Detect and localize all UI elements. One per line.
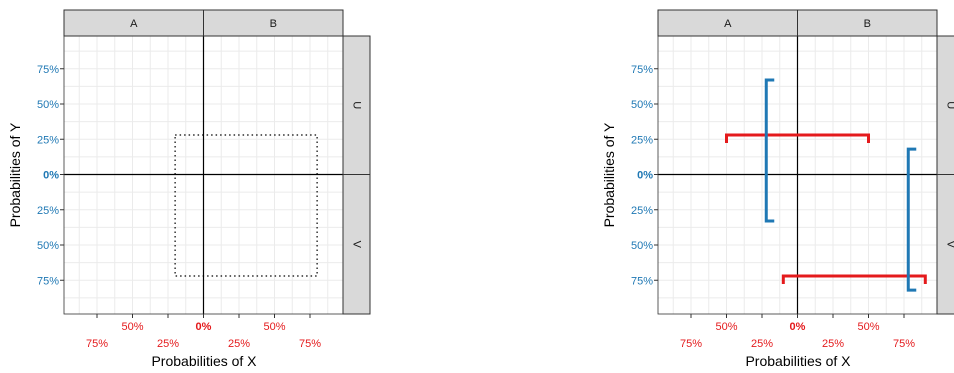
strip-column-b xyxy=(203,9,344,37)
strip-label-a: A xyxy=(130,18,138,30)
strip-label-v: V xyxy=(351,241,363,249)
x-tick-label: 25% xyxy=(822,338,844,350)
y-tick-label: 25% xyxy=(37,134,59,146)
y-tick-label: 75% xyxy=(631,275,653,287)
x-tick-label: 25% xyxy=(751,338,773,350)
y-tick-label: 0% xyxy=(43,170,59,182)
x-interval-bracket xyxy=(781,274,927,285)
strip-label-v: V xyxy=(945,241,954,249)
y-tick-label: 75% xyxy=(37,275,59,287)
strip-label-b: B xyxy=(270,18,277,30)
y-tick-label: 0% xyxy=(637,170,653,182)
y-tick-label: 25% xyxy=(631,205,653,217)
y-tick-label: 75% xyxy=(37,64,59,76)
y-tick-label: 50% xyxy=(37,99,59,111)
dotted-box xyxy=(174,134,318,277)
strip-label-a: A xyxy=(724,18,732,30)
y-tick-label: 50% xyxy=(631,240,653,252)
y-axis-title: Probabilities of Y xyxy=(601,122,617,227)
x-tick-label: 50% xyxy=(857,321,879,333)
x-tick-label: 25% xyxy=(157,338,179,350)
x-tick-label: 0% xyxy=(196,321,212,333)
y-tick-label: 25% xyxy=(631,134,653,146)
strip-label-u: U xyxy=(351,101,363,109)
strip-label-b: B xyxy=(864,18,871,30)
strip-label-u: U xyxy=(945,101,954,109)
x-tick-label: 75% xyxy=(893,338,915,350)
x-tick-label: 50% xyxy=(263,321,285,333)
y-tick-label: 50% xyxy=(631,99,653,111)
x-tick-label: 75% xyxy=(299,338,321,350)
y-axis-title: Probabilities of Y xyxy=(7,122,23,227)
x-interval-bracket xyxy=(725,133,870,144)
y-interval-bracket xyxy=(906,147,917,292)
chart-panel-left: A B U V 75% 50% 25% 0% 25% 50% 75% 75% 50% 25% 0% 25% 50… xyxy=(7,9,371,369)
x-axis-title: Probabilities of X xyxy=(151,353,257,369)
y-interval-bracket xyxy=(764,78,775,223)
x-tick-label: 75% xyxy=(86,338,108,350)
y-tick-label: 25% xyxy=(37,205,59,217)
x-axis-title: Probabilities of X xyxy=(745,353,851,369)
x-tick-label: 50% xyxy=(715,321,737,333)
x-tick-label: 50% xyxy=(121,321,143,333)
y-tick-label: 75% xyxy=(631,64,653,76)
strip-column-b xyxy=(797,9,938,37)
x-tick-label: 75% xyxy=(680,338,702,350)
chart-panel-right: A B U V 75% 50% 25% 0% 25% 50% 75% 75% 50% 25% 0% 25% 50… xyxy=(601,9,954,369)
x-tick-label: 0% xyxy=(790,321,806,333)
y-tick-label: 50% xyxy=(37,240,59,252)
strip-row-v xyxy=(342,174,371,315)
x-tick-label: 25% xyxy=(228,338,250,350)
